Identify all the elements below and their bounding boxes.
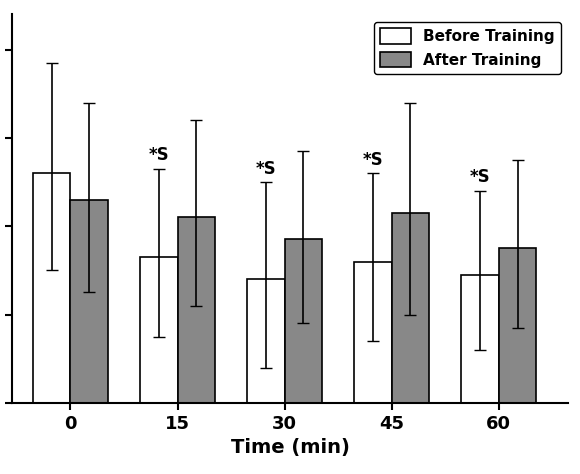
Text: *S: *S	[256, 160, 276, 178]
Bar	[71, 200, 108, 474]
Bar	[177, 218, 215, 474]
Bar	[392, 213, 429, 474]
Bar	[140, 257, 177, 474]
Legend: Before Training, After Training: Before Training, After Training	[374, 22, 561, 73]
Bar	[499, 248, 536, 474]
Bar	[33, 173, 71, 474]
Bar	[247, 279, 285, 474]
Bar	[354, 262, 392, 474]
Text: *S: *S	[148, 146, 169, 164]
Bar	[285, 239, 322, 474]
Text: *S: *S	[362, 151, 383, 169]
X-axis label: Time (min): Time (min)	[231, 438, 349, 457]
Bar	[461, 275, 499, 474]
Text: *S: *S	[470, 168, 490, 186]
